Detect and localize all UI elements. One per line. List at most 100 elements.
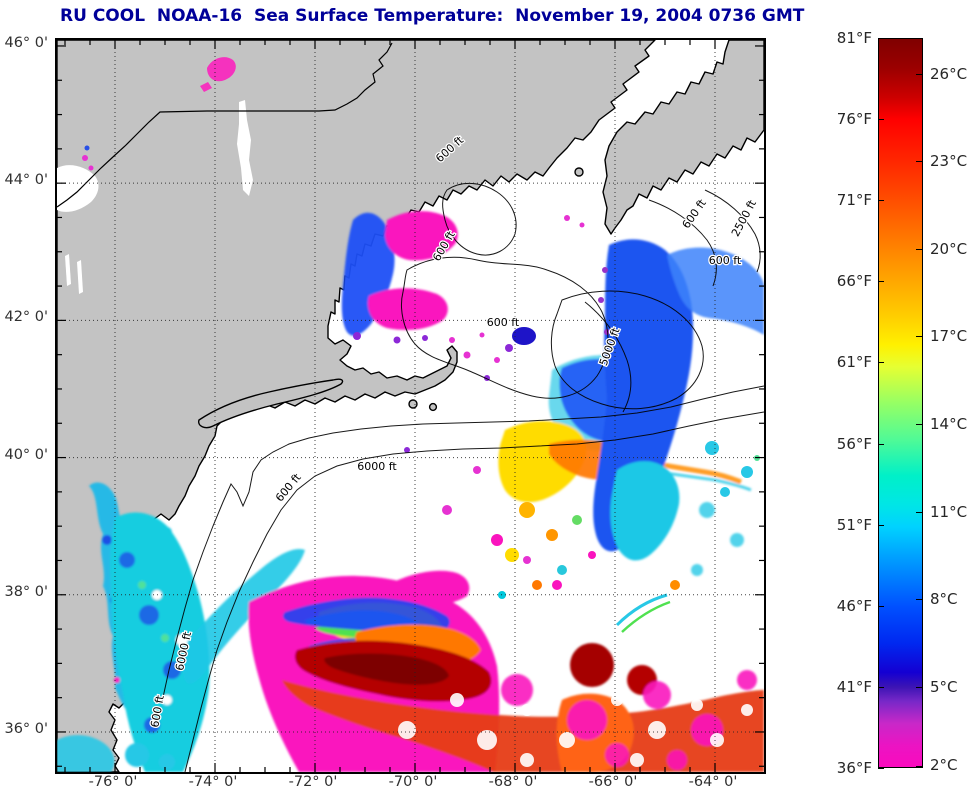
colorbar-tick-f xyxy=(878,768,884,769)
sst-cloud-gap xyxy=(450,693,464,707)
sst-dot xyxy=(449,337,455,343)
sst-shelf-cyan-band xyxy=(182,548,305,684)
sst-dot xyxy=(598,297,604,303)
sst-patch xyxy=(144,717,160,733)
lat-tick-label: 40° 0' xyxy=(4,446,48,463)
colorbar-tick-c xyxy=(916,424,922,426)
lon-tick-label: -70° 0' xyxy=(388,774,438,790)
colorbar-tick-f xyxy=(878,443,884,445)
colorbar-f-label: 76°F xyxy=(836,110,872,129)
sst-cloud-gap xyxy=(521,704,533,716)
colorbar-f-label: 41°F xyxy=(836,677,872,696)
lon-tick-label: -74° 0' xyxy=(188,774,238,790)
sst-maine-magenta-2 xyxy=(367,288,448,330)
sst-speckle xyxy=(82,57,760,767)
sst-massbay-navy-blob xyxy=(512,327,536,345)
sst-cloud-gap xyxy=(741,704,753,716)
us-canada-border xyxy=(57,42,393,208)
island-grand-manan xyxy=(574,167,584,177)
lon-tick-label: -66° 0' xyxy=(588,774,638,790)
sst-warm-field xyxy=(282,680,764,772)
sst-patch xyxy=(159,754,175,770)
sst-arc-cyan xyxy=(615,593,668,627)
colorbar-tick-f xyxy=(878,605,884,607)
colorbar-f-label: 56°F xyxy=(836,434,872,453)
colorbar-tick-f xyxy=(878,524,884,526)
sst-dot xyxy=(422,335,428,341)
sst-dot xyxy=(741,466,753,478)
sst-dot xyxy=(404,447,410,453)
sst-patch xyxy=(501,674,533,706)
island-nantucket xyxy=(428,402,438,412)
sst-dot xyxy=(523,556,531,564)
colorbar-tick-f xyxy=(878,362,884,364)
sst-patch xyxy=(730,533,744,547)
sst-patch xyxy=(102,535,112,545)
colorbar-c-label: 26°C xyxy=(930,64,968,83)
long-island xyxy=(198,378,344,429)
finger-lake-1 xyxy=(65,254,71,286)
sst-patch xyxy=(125,743,149,767)
colorbar-f-label: 81°F xyxy=(836,29,872,47)
sst-maine-magenta-1 xyxy=(385,211,458,261)
colorbar-c-label: 5°C xyxy=(930,677,958,696)
sst-dot xyxy=(88,165,94,171)
colorbar-f-label: 66°F xyxy=(836,272,872,291)
colorbar-f-label: 61°F xyxy=(836,353,872,372)
sst-cloud-gap xyxy=(520,753,534,767)
sst-patch xyxy=(138,581,146,589)
sst-dot xyxy=(720,487,730,497)
colorbar-c-label: 20°C xyxy=(930,239,968,258)
sst-dot xyxy=(588,551,596,559)
colorbar-tick-c xyxy=(916,686,922,688)
sst-dot xyxy=(572,515,582,525)
sst-patch xyxy=(605,743,629,767)
sst-dot xyxy=(479,332,485,338)
colorbar-tick-c xyxy=(916,599,922,601)
sst-patch xyxy=(119,552,135,568)
lon-tick-label: -72° 0' xyxy=(288,774,338,790)
colorbar-tick-f xyxy=(878,119,884,121)
colorbar-f-label: 51°F xyxy=(836,515,872,534)
lon-tick-label: -68° 0' xyxy=(488,774,538,790)
sst-gulfstream-core xyxy=(324,653,449,685)
sst-patch xyxy=(691,564,703,576)
colorbar-tick-c xyxy=(916,336,922,338)
sst-dot xyxy=(494,357,500,363)
sst-dot xyxy=(670,580,680,590)
colorbar-f-label: 71°F xyxy=(836,191,872,210)
lat-tick-label: 36° 0' xyxy=(4,720,48,737)
colorbar xyxy=(878,38,923,768)
colorbar-c-label: 23°C xyxy=(930,152,968,171)
lakes-layer xyxy=(57,100,253,294)
colorbar-c-label: 11°C xyxy=(930,502,968,521)
sst-arc-green xyxy=(621,600,671,633)
sst-magenta-arm xyxy=(387,570,470,611)
colorbar-tick-c xyxy=(916,248,922,250)
sst-cloud-gap xyxy=(398,721,416,739)
colorbar-tick-c xyxy=(916,511,922,513)
sst-dot xyxy=(579,222,585,228)
colorbar-c-label: 2°C xyxy=(930,756,958,774)
island-marthas-vineyard xyxy=(408,399,418,409)
sst-dot xyxy=(463,351,471,359)
sst-patch xyxy=(570,643,614,687)
colorbar-tick-f xyxy=(878,38,884,39)
sst-patch xyxy=(163,661,181,679)
sst-cloud-gap xyxy=(162,695,172,705)
sst-patch xyxy=(139,605,159,625)
colorbar-tick-f xyxy=(878,686,884,688)
lat-tick-label: 42° 0' xyxy=(4,309,48,326)
sst-patch xyxy=(737,670,757,690)
sst-dot xyxy=(546,529,558,541)
sst-dot xyxy=(532,580,542,590)
sst-patch xyxy=(643,681,671,709)
lat-tick-label: 44° 0' xyxy=(4,172,48,189)
sst-cloud-gap xyxy=(648,721,666,739)
sst-dot xyxy=(557,565,567,575)
contour-ns-2500ft xyxy=(704,189,761,273)
contour-depth-label: 600 ft xyxy=(709,254,742,267)
sst-cloud-gap xyxy=(630,753,644,767)
